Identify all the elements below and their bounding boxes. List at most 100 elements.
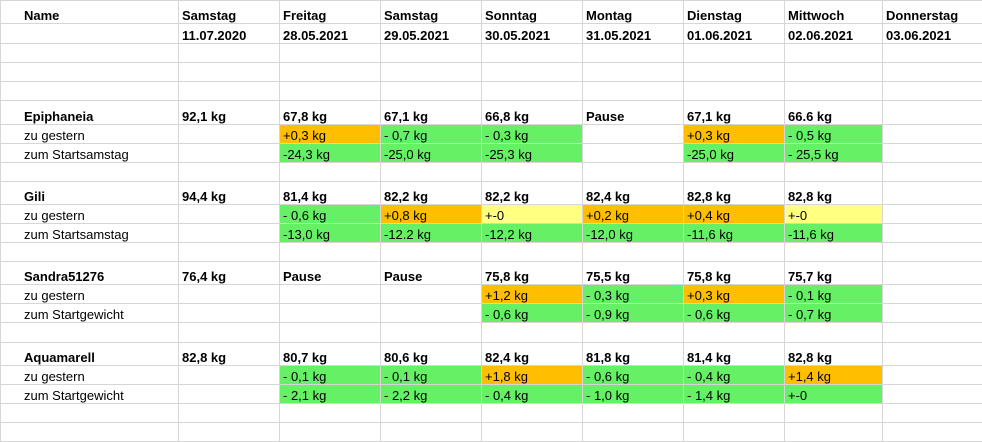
difference-cell[interactable]: +0,2 kg [582,204,684,225]
empty-cell[interactable] [178,242,280,263]
difference-cell[interactable]: -25,0 kg [683,142,785,163]
difference-cell[interactable]: - 0,9 kg [582,303,684,324]
empty-cell[interactable] [279,322,381,343]
weight-cell[interactable]: Pause [279,261,381,286]
participant-name[interactable]: Sandra51276 [0,261,179,286]
weekday-header[interactable]: Montag [582,0,684,25]
weight-cell[interactable]: 82,4 kg [582,180,684,206]
empty-cell[interactable] [279,43,381,64]
empty-cell[interactable] [0,322,179,343]
empty-cell[interactable] [279,421,381,442]
empty-cell[interactable] [380,242,482,263]
difference-cell[interactable] [882,284,982,305]
difference-cell[interactable] [882,303,982,324]
date-header[interactable]: 01.06.2021 [683,23,785,45]
empty-cell[interactable] [683,242,785,263]
difference-cell[interactable] [882,142,982,163]
weight-cell[interactable]: 94,4 kg [178,180,280,206]
difference-cell[interactable]: - 2,1 kg [279,383,381,404]
empty-cell[interactable] [178,43,280,64]
difference-cell[interactable]: +-0 [784,204,883,225]
empty-cell[interactable] [0,43,179,64]
empty-cell[interactable] [380,421,482,442]
difference-cell[interactable] [380,284,482,305]
weight-cell[interactable]: Pause [582,100,684,125]
difference-cell[interactable]: - 1,0 kg [582,383,684,404]
empty-cell[interactable] [784,161,883,182]
difference-cell[interactable]: - 1,4 kg [683,383,785,404]
empty-cell[interactable] [178,81,280,102]
weight-cell[interactable] [882,100,982,125]
difference-cell[interactable]: +0,4 kg [683,204,785,225]
difference-cell[interactable]: +1,4 kg [784,364,883,385]
weekday-header[interactable]: Dienstag [683,0,785,25]
empty-cell[interactable] [683,402,785,423]
empty-cell[interactable] [0,402,179,423]
difference-cell[interactable]: - 0,6 kg [683,303,785,324]
empty-cell[interactable] [380,322,482,343]
weight-cell[interactable]: 75,7 kg [784,261,883,286]
empty-cell[interactable] [582,322,684,343]
difference-cell[interactable] [882,223,982,244]
weekday-header[interactable]: Sonntag [481,0,583,25]
empty-cell[interactable] [380,161,482,182]
difference-cell[interactable]: +0,3 kg [683,284,785,305]
difference-cell[interactable]: -24,3 kg [279,142,381,163]
row-label[interactable]: zum Startsamstag [0,142,179,163]
empty-cell[interactable] [481,161,583,182]
weight-cell[interactable] [882,261,982,286]
weight-cell[interactable] [882,180,982,206]
weight-cell[interactable]: 92,1 kg [178,100,280,125]
name-header[interactable]: Name [0,0,179,25]
empty-cell[interactable] [481,421,583,442]
difference-cell[interactable]: - 25,5 kg [784,142,883,163]
empty-cell[interactable] [784,62,883,83]
weight-cell[interactable]: 75,8 kg [683,261,785,286]
empty-cell[interactable] [178,161,280,182]
difference-cell[interactable]: - 0,5 kg [784,123,883,144]
weight-cell[interactable]: 81,8 kg [582,341,684,366]
difference-cell[interactable]: -11,6 kg [784,223,883,244]
difference-cell[interactable]: -25,0 kg [380,142,482,163]
empty-cell[interactable] [882,81,982,102]
empty-cell[interactable] [882,62,982,83]
weight-cell[interactable]: 82,8 kg [178,341,280,366]
weight-cell[interactable]: 76,4 kg [178,261,280,286]
weight-cell[interactable]: 66.6 kg [784,100,883,125]
empty-cell[interactable] [683,322,785,343]
empty-cell[interactable] [882,242,982,263]
difference-cell[interactable]: - 0,1 kg [380,364,482,385]
weight-cell[interactable]: 81,4 kg [279,180,381,206]
empty-cell[interactable] [683,62,785,83]
empty-cell[interactable] [481,242,583,263]
weight-cell[interactable]: 81,4 kg [683,341,785,366]
empty-cell[interactable] [683,421,785,442]
weight-cell[interactable]: 66,8 kg [481,100,583,125]
difference-cell[interactable]: - 0,3 kg [481,123,583,144]
weight-cell[interactable]: 82,8 kg [784,180,883,206]
difference-cell[interactable] [178,204,280,225]
empty-cell[interactable] [882,43,982,64]
weekday-header[interactable]: Samstag [178,0,280,25]
weight-cell[interactable]: 75,8 kg [481,261,583,286]
date-header[interactable]: 31.05.2021 [582,23,684,45]
empty-cell[interactable] [279,81,381,102]
difference-cell[interactable] [380,303,482,324]
difference-cell[interactable]: - 0,4 kg [481,383,583,404]
difference-cell[interactable]: - 0,1 kg [784,284,883,305]
row-label[interactable]: zu gestern [0,123,179,144]
weight-cell[interactable]: 80,6 kg [380,341,482,366]
difference-cell[interactable] [178,223,280,244]
empty-cell[interactable] [279,161,381,182]
difference-cell[interactable] [279,303,381,324]
weight-cell[interactable]: Pause [380,261,482,286]
empty-cell[interactable] [882,322,982,343]
empty-cell[interactable] [178,322,280,343]
difference-cell[interactable] [882,383,982,404]
difference-cell[interactable]: - 0,3 kg [582,284,684,305]
row-label[interactable]: zu gestern [0,284,179,305]
empty-cell[interactable] [481,322,583,343]
empty-cell[interactable] [0,161,179,182]
difference-cell[interactable]: - 0,1 kg [279,364,381,385]
empty-cell[interactable] [481,402,583,423]
